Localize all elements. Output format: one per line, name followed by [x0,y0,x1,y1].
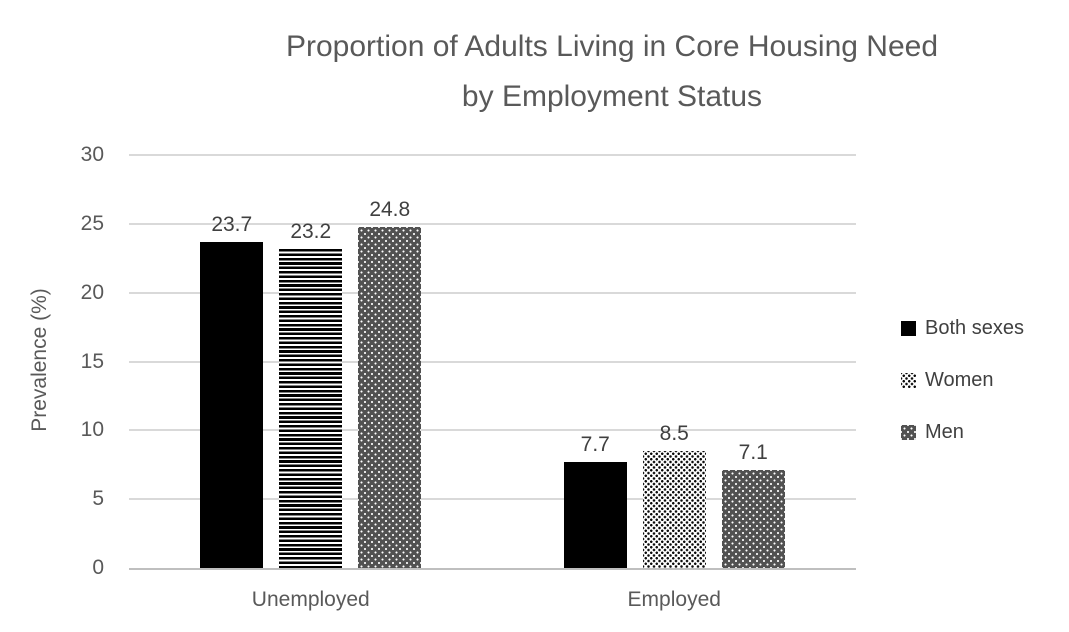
y-tick-label-5: 5 [92,487,104,511]
gridline-15 [129,360,856,363]
data-label-employed-both-sexes: 7.7 [580,433,610,456]
y-tick-label-20: 20 [80,280,104,304]
legend-label-men: Men [925,421,964,443]
legend-item-women[interactable]: Women [901,369,1024,391]
bar-employed-both-sexes[interactable]: 7.7 [563,433,627,568]
x-axis-label-employed: Employed [627,588,721,611]
chart-title-line1: Proportion of Adults Living in Core Hous… [285,30,939,63]
legend-marker-men-icon [901,425,916,440]
y-tick-label-25: 25 [80,211,104,235]
chart-title-line2: by Employment Status [461,80,763,113]
bar-employed-men[interactable]: 7.1 [721,441,785,568]
bar-unemployed-women[interactable]: 23.2 [279,220,343,568]
legend-label-women: Women [925,369,994,391]
legend-marker-women-icon [901,373,916,388]
gridline-10 [129,429,856,432]
chart-title: Proportion of Adults Living in Core Hous… [152,22,1069,122]
data-label-unemployed-both-sexes: 23.7 [211,212,253,236]
plot-area: 23.7 23.2 24.8 7.7 8.5 7.1 [129,154,857,570]
y-tick-label-30: 30 [80,143,104,166]
data-label-employed-women: 8.5 [659,421,689,445]
legend-marker-both-sexes-icon [901,321,916,336]
x-axis-label-unemployed: Unemployed [251,588,370,611]
gridline-30 [129,154,856,156]
y-tick-label-15: 15 [80,349,104,373]
legend: Both sexes Women Men [901,317,1024,474]
y-tick-label-0: 0 [92,556,104,579]
bar-unemployed-men[interactable]: 24.8 [358,198,422,568]
bar-group-unemployed: 23.7 23.2 24.8 [129,155,493,568]
bar-group-employed: 7.7 8.5 7.1 [493,155,857,568]
bar-employed-women[interactable]: 8.5 [642,422,706,568]
legend-item-men[interactable]: Men [901,421,1024,443]
gridline-25 [129,222,856,225]
data-label-unemployed-women: 23.2 [290,219,332,243]
legend-label-both-sexes: Both sexes [925,317,1024,339]
y-tick-label-10: 10 [80,418,104,442]
legend-item-both-sexes[interactable]: Both sexes [901,317,1024,339]
gridline-5 [129,498,856,501]
data-label-unemployed-men: 24.8 [369,197,411,221]
gridline-20 [129,291,856,294]
data-label-employed-men: 7.1 [738,441,768,465]
bar-unemployed-both-sexes[interactable]: 23.7 [200,213,264,568]
